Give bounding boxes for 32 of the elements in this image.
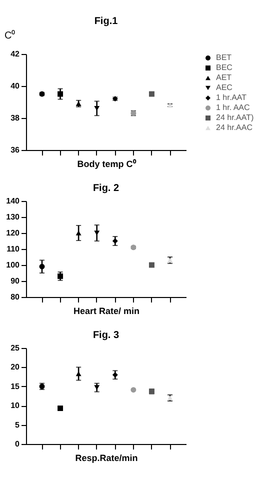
y-tick-label: 5	[15, 420, 20, 430]
legend-label: AET	[216, 73, 232, 82]
chart-title: Fig. 2	[92, 183, 120, 194]
y-tick-label: 25	[10, 344, 20, 352]
legend-label: 24 hr.AAT)	[216, 113, 254, 122]
x-axis-title: Body temp C⁰	[77, 159, 137, 169]
x-axis-title: Heart Rate/ min	[73, 306, 140, 316]
chart-title: Fig. 3	[92, 330, 120, 341]
chart-title: Fig.1	[94, 16, 118, 27]
y-tick-label: 20	[10, 362, 20, 372]
legend-label: BET	[216, 53, 232, 62]
y-tick-label: 0	[15, 440, 20, 448]
y-tick-label: 100	[6, 260, 20, 270]
legend-label: AEC	[216, 83, 233, 92]
y-tick-label: 110	[6, 244, 20, 254]
y-tick-label: 40	[10, 82, 20, 90]
y-tick-label: 80	[10, 292, 20, 302]
y-tick-label: 130	[6, 212, 20, 222]
legend-label: BEC	[216, 63, 233, 72]
y-tick-label: 42	[10, 50, 20, 58]
y-tick-label: 90	[10, 276, 20, 286]
y-tick-label: 15	[10, 382, 20, 391]
y-axis-title: C⁰	[4, 30, 16, 42]
y-tick-label: 120	[6, 228, 20, 238]
legend-label: 24 hr.AAC	[216, 123, 253, 132]
y-tick-label: 10	[10, 401, 20, 410]
y-tick-label: 140	[6, 196, 20, 206]
legend-label: 1 hr. AAC	[216, 103, 250, 112]
legend-label: 1 hr.AAT	[216, 93, 247, 102]
x-axis-title: Resp.Rate/min	[75, 453, 138, 463]
y-tick-label: 36	[10, 146, 20, 154]
y-tick-label: 38	[10, 114, 20, 122]
